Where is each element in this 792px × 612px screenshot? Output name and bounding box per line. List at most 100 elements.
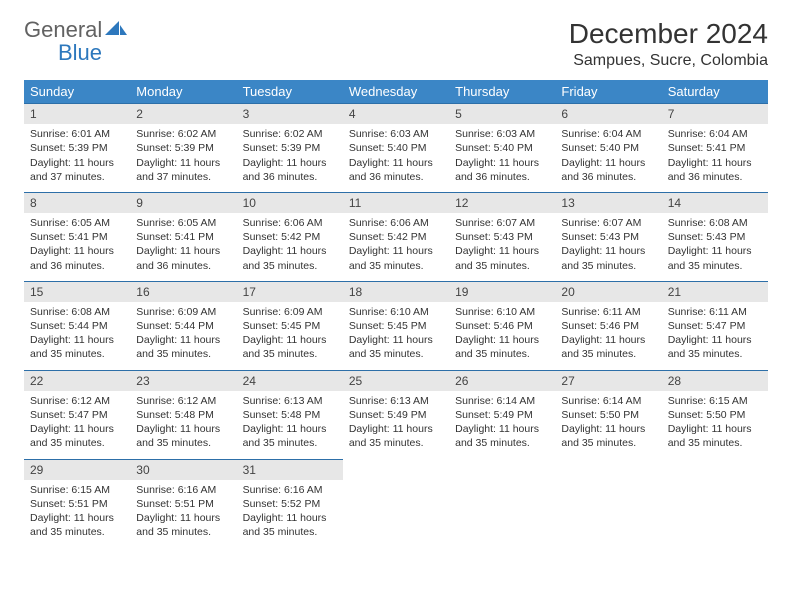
- sunset-line: Sunset: 5:39 PM: [136, 141, 230, 155]
- sunset-line: Sunset: 5:40 PM: [349, 141, 443, 155]
- daylight-line: Daylight: 11 hours and 36 minutes.: [561, 156, 655, 184]
- day-number: 22: [24, 371, 130, 391]
- calendar-cell: 9Sunrise: 6:05 AMSunset: 5:41 PMDaylight…: [130, 192, 236, 281]
- sunset-line: Sunset: 5:49 PM: [455, 408, 549, 422]
- calendar-cell: 1Sunrise: 6:01 AMSunset: 5:39 PMDaylight…: [24, 104, 130, 193]
- sunset-line: Sunset: 5:42 PM: [243, 230, 337, 244]
- calendar-cell: 7Sunrise: 6:04 AMSunset: 5:41 PMDaylight…: [662, 104, 768, 193]
- day-content: Sunrise: 6:12 AMSunset: 5:48 PMDaylight:…: [130, 391, 236, 459]
- sunrise-line: Sunrise: 6:07 AM: [561, 216, 655, 230]
- sunset-line: Sunset: 5:44 PM: [136, 319, 230, 333]
- day-number: 18: [343, 282, 449, 302]
- day-number: 4: [343, 104, 449, 124]
- sunset-line: Sunset: 5:44 PM: [30, 319, 124, 333]
- sunrise-line: Sunrise: 6:15 AM: [30, 483, 124, 497]
- sunrise-line: Sunrise: 6:07 AM: [455, 216, 549, 230]
- sunrise-line: Sunrise: 6:04 AM: [668, 127, 762, 141]
- calendar-cell: 31Sunrise: 6:16 AMSunset: 5:52 PMDayligh…: [237, 459, 343, 547]
- day-number: 11: [343, 193, 449, 213]
- day-number: 17: [237, 282, 343, 302]
- weekday-header: Thursday: [449, 80, 555, 104]
- weekday-row: SundayMondayTuesdayWednesdayThursdayFrid…: [24, 80, 768, 104]
- sunset-line: Sunset: 5:43 PM: [668, 230, 762, 244]
- calendar-row: 8Sunrise: 6:05 AMSunset: 5:41 PMDaylight…: [24, 192, 768, 281]
- calendar-cell: 23Sunrise: 6:12 AMSunset: 5:48 PMDayligh…: [130, 370, 236, 459]
- daylight-line: Daylight: 11 hours and 35 minutes.: [668, 244, 762, 272]
- sunrise-line: Sunrise: 6:04 AM: [561, 127, 655, 141]
- day-number: 5: [449, 104, 555, 124]
- day-content: Sunrise: 6:13 AMSunset: 5:48 PMDaylight:…: [237, 391, 343, 459]
- daylight-line: Daylight: 11 hours and 35 minutes.: [243, 422, 337, 450]
- daylight-line: Daylight: 11 hours and 35 minutes.: [30, 511, 124, 539]
- calendar-cell: [555, 459, 661, 547]
- sunrise-line: Sunrise: 6:09 AM: [136, 305, 230, 319]
- daylight-line: Daylight: 11 hours and 35 minutes.: [561, 422, 655, 450]
- day-content: Sunrise: 6:01 AMSunset: 5:39 PMDaylight:…: [24, 124, 130, 192]
- calendar-cell: 26Sunrise: 6:14 AMSunset: 5:49 PMDayligh…: [449, 370, 555, 459]
- calendar-cell: 30Sunrise: 6:16 AMSunset: 5:51 PMDayligh…: [130, 459, 236, 547]
- calendar-cell: 18Sunrise: 6:10 AMSunset: 5:45 PMDayligh…: [343, 281, 449, 370]
- day-content: Sunrise: 6:04 AMSunset: 5:41 PMDaylight:…: [662, 124, 768, 192]
- sunrise-line: Sunrise: 6:16 AM: [243, 483, 337, 497]
- day-content: Sunrise: 6:08 AMSunset: 5:43 PMDaylight:…: [662, 213, 768, 281]
- day-content: Sunrise: 6:11 AMSunset: 5:47 PMDaylight:…: [662, 302, 768, 370]
- calendar-cell: 19Sunrise: 6:10 AMSunset: 5:46 PMDayligh…: [449, 281, 555, 370]
- day-number: 13: [555, 193, 661, 213]
- sunset-line: Sunset: 5:39 PM: [30, 141, 124, 155]
- sunrise-line: Sunrise: 6:13 AM: [243, 394, 337, 408]
- calendar-cell: 17Sunrise: 6:09 AMSunset: 5:45 PMDayligh…: [237, 281, 343, 370]
- day-content: Sunrise: 6:06 AMSunset: 5:42 PMDaylight:…: [237, 213, 343, 281]
- daylight-line: Daylight: 11 hours and 35 minutes.: [455, 333, 549, 361]
- sunset-line: Sunset: 5:41 PM: [668, 141, 762, 155]
- sunset-line: Sunset: 5:51 PM: [136, 497, 230, 511]
- day-number: 12: [449, 193, 555, 213]
- sunset-line: Sunset: 5:43 PM: [455, 230, 549, 244]
- sunset-line: Sunset: 5:40 PM: [455, 141, 549, 155]
- daylight-line: Daylight: 11 hours and 35 minutes.: [668, 333, 762, 361]
- sunset-line: Sunset: 5:49 PM: [349, 408, 443, 422]
- calendar-cell: 28Sunrise: 6:15 AMSunset: 5:50 PMDayligh…: [662, 370, 768, 459]
- day-content: Sunrise: 6:06 AMSunset: 5:42 PMDaylight:…: [343, 213, 449, 281]
- sunrise-line: Sunrise: 6:10 AM: [349, 305, 443, 319]
- calendar-cell: [343, 459, 449, 547]
- sunrise-line: Sunrise: 6:14 AM: [455, 394, 549, 408]
- location: Sampues, Sucre, Colombia: [569, 52, 768, 70]
- sunset-line: Sunset: 5:50 PM: [668, 408, 762, 422]
- daylight-line: Daylight: 11 hours and 36 minutes.: [136, 244, 230, 272]
- calendar-cell: 8Sunrise: 6:05 AMSunset: 5:41 PMDaylight…: [24, 192, 130, 281]
- day-content: Sunrise: 6:07 AMSunset: 5:43 PMDaylight:…: [449, 213, 555, 281]
- calendar-cell: 15Sunrise: 6:08 AMSunset: 5:44 PMDayligh…: [24, 281, 130, 370]
- daylight-line: Daylight: 11 hours and 35 minutes.: [349, 422, 443, 450]
- day-content: Sunrise: 6:02 AMSunset: 5:39 PMDaylight:…: [237, 124, 343, 192]
- calendar-cell: 14Sunrise: 6:08 AMSunset: 5:43 PMDayligh…: [662, 192, 768, 281]
- day-number: 2: [130, 104, 236, 124]
- sunset-line: Sunset: 5:46 PM: [455, 319, 549, 333]
- day-number: 10: [237, 193, 343, 213]
- daylight-line: Daylight: 11 hours and 35 minutes.: [668, 422, 762, 450]
- day-content: Sunrise: 6:12 AMSunset: 5:47 PMDaylight:…: [24, 391, 130, 459]
- calendar-cell: 16Sunrise: 6:09 AMSunset: 5:44 PMDayligh…: [130, 281, 236, 370]
- daylight-line: Daylight: 11 hours and 35 minutes.: [243, 333, 337, 361]
- day-number: 14: [662, 193, 768, 213]
- daylight-line: Daylight: 11 hours and 36 minutes.: [349, 156, 443, 184]
- daylight-line: Daylight: 11 hours and 36 minutes.: [455, 156, 549, 184]
- day-content: Sunrise: 6:09 AMSunset: 5:45 PMDaylight:…: [237, 302, 343, 370]
- day-number: 19: [449, 282, 555, 302]
- sunrise-line: Sunrise: 6:09 AM: [243, 305, 337, 319]
- daylight-line: Daylight: 11 hours and 37 minutes.: [136, 156, 230, 184]
- calendar-body: 1Sunrise: 6:01 AMSunset: 5:39 PMDaylight…: [24, 104, 768, 548]
- weekday-header: Wednesday: [343, 80, 449, 104]
- sunrise-line: Sunrise: 6:05 AM: [30, 216, 124, 230]
- weekday-header: Monday: [130, 80, 236, 104]
- sunrise-line: Sunrise: 6:06 AM: [243, 216, 337, 230]
- sunrise-line: Sunrise: 6:11 AM: [561, 305, 655, 319]
- day-number: 31: [237, 460, 343, 480]
- header: GeneralBlue December 2024 Sampues, Sucre…: [24, 18, 768, 70]
- sunset-line: Sunset: 5:51 PM: [30, 497, 124, 511]
- day-number: 30: [130, 460, 236, 480]
- calendar-cell: 2Sunrise: 6:02 AMSunset: 5:39 PMDaylight…: [130, 104, 236, 193]
- day-number: 23: [130, 371, 236, 391]
- sunset-line: Sunset: 5:46 PM: [561, 319, 655, 333]
- calendar-cell: 10Sunrise: 6:06 AMSunset: 5:42 PMDayligh…: [237, 192, 343, 281]
- day-content: Sunrise: 6:04 AMSunset: 5:40 PMDaylight:…: [555, 124, 661, 192]
